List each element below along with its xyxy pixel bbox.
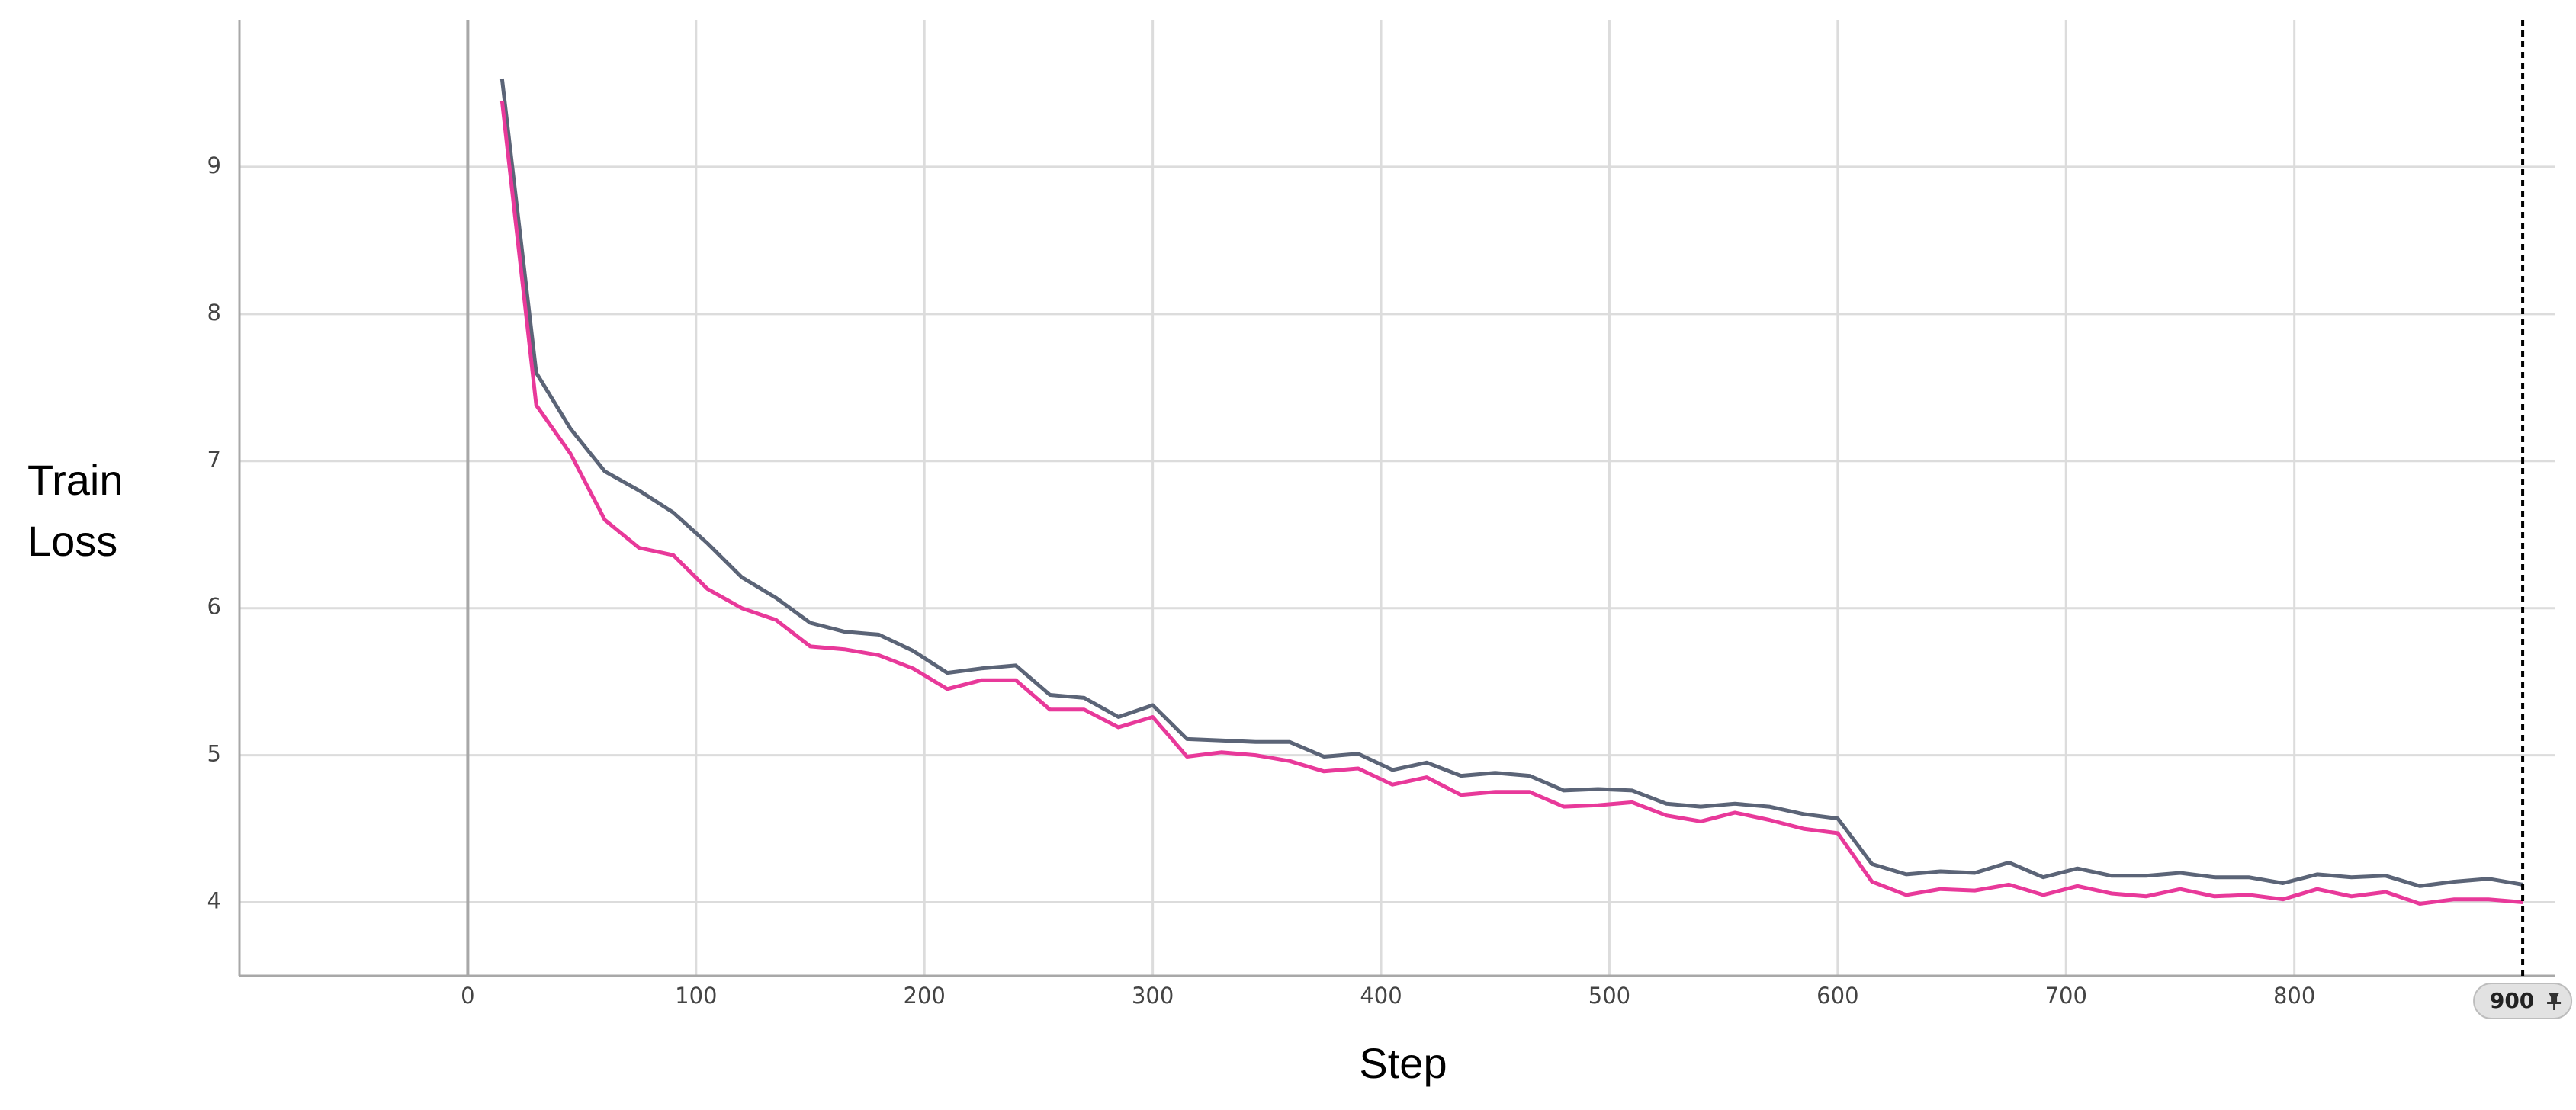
y-axis-label: Train Loss [27, 456, 124, 565]
x-tick-label: 700 [2045, 983, 2087, 1009]
x-tick-label: 800 [2273, 983, 2315, 1009]
x-tick-label: 0 [461, 983, 474, 1009]
x-tick-label: 300 [1132, 983, 1174, 1009]
x-tick-label: 600 [1816, 983, 1858, 1009]
step-badge [2473, 983, 2573, 1019]
y-tick-label: 8 [207, 300, 221, 326]
y-tick-label: 7 [207, 447, 221, 473]
step-badge-label: 900 [2490, 988, 2534, 1013]
line-series [499, 100, 2523, 906]
x-tick-label: 500 [1588, 983, 1630, 1009]
x-tick-label: 100 [675, 983, 717, 1009]
y-tick-label: 4 [207, 888, 221, 914]
x-tick-label: 200 [904, 983, 946, 1009]
pin-icon [2547, 993, 2562, 1010]
line-series [499, 78, 2523, 888]
y-tick-label: 9 [207, 152, 221, 178]
y-tick-label: 5 [207, 741, 221, 767]
y-tick-label: 6 [207, 594, 221, 620]
x-axis-label: Step [1359, 1039, 1447, 1087]
x-tick-label: 400 [1360, 983, 1402, 1009]
